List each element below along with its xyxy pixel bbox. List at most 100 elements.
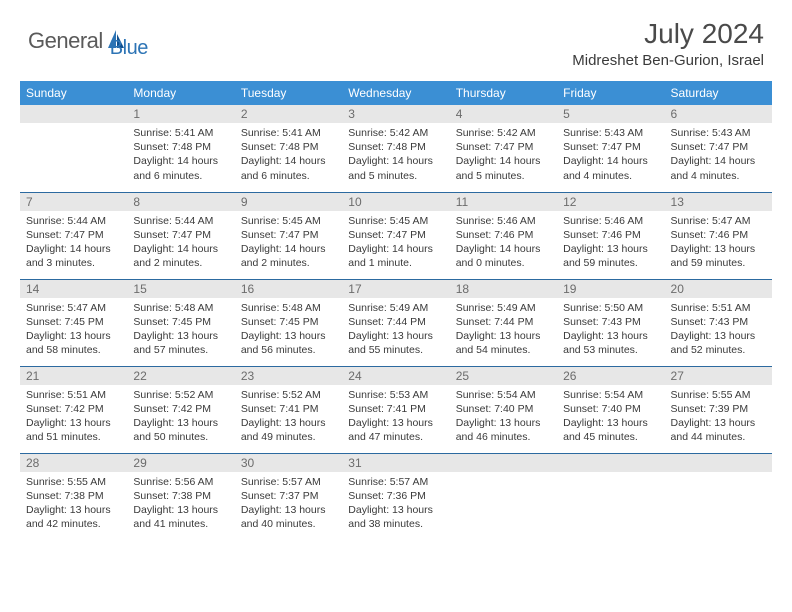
day-number: 5: [557, 105, 664, 123]
day-cell: 8Sunrise: 5:44 AMSunset: 7:47 PMDaylight…: [127, 192, 234, 279]
weekday-header: Sunday: [20, 81, 127, 105]
weekday-header: Thursday: [450, 81, 557, 105]
day-details: Sunrise: 5:45 AMSunset: 7:47 PMDaylight:…: [342, 211, 449, 273]
day-details: Sunrise: 5:41 AMSunset: 7:48 PMDaylight:…: [235, 123, 342, 185]
day-number: 28: [20, 454, 127, 472]
day-cell: [557, 453, 664, 540]
day-details: Sunrise: 5:56 AMSunset: 7:38 PMDaylight:…: [127, 472, 234, 534]
day-cell: 25Sunrise: 5:54 AMSunset: 7:40 PMDayligh…: [450, 366, 557, 453]
day-number: [450, 454, 557, 472]
day-number: 16: [235, 280, 342, 298]
day-cell: 5Sunrise: 5:43 AMSunset: 7:47 PMDaylight…: [557, 105, 664, 192]
day-cell: 29Sunrise: 5:56 AMSunset: 7:38 PMDayligh…: [127, 453, 234, 540]
day-details: Sunrise: 5:52 AMSunset: 7:42 PMDaylight:…: [127, 385, 234, 447]
day-number: 7: [20, 193, 127, 211]
day-details: Sunrise: 5:44 AMSunset: 7:47 PMDaylight:…: [20, 211, 127, 273]
day-number: 31: [342, 454, 449, 472]
day-details: Sunrise: 5:53 AMSunset: 7:41 PMDaylight:…: [342, 385, 449, 447]
day-details: Sunrise: 5:51 AMSunset: 7:42 PMDaylight:…: [20, 385, 127, 447]
day-number: 2: [235, 105, 342, 123]
day-cell: 18Sunrise: 5:49 AMSunset: 7:44 PMDayligh…: [450, 279, 557, 366]
day-number: 23: [235, 367, 342, 385]
day-details: Sunrise: 5:52 AMSunset: 7:41 PMDaylight:…: [235, 385, 342, 447]
day-number: 6: [665, 105, 772, 123]
day-number: 27: [665, 367, 772, 385]
day-details: Sunrise: 5:48 AMSunset: 7:45 PMDaylight:…: [127, 298, 234, 360]
day-cell: 20Sunrise: 5:51 AMSunset: 7:43 PMDayligh…: [665, 279, 772, 366]
day-details: Sunrise: 5:46 AMSunset: 7:46 PMDaylight:…: [450, 211, 557, 273]
day-cell: 10Sunrise: 5:45 AMSunset: 7:47 PMDayligh…: [342, 192, 449, 279]
calendar-week-row: 21Sunrise: 5:51 AMSunset: 7:42 PMDayligh…: [20, 366, 772, 453]
day-details: Sunrise: 5:41 AMSunset: 7:48 PMDaylight:…: [127, 123, 234, 185]
calendar-page: General Blue July 2024 Midreshet Ben-Gur…: [0, 0, 792, 560]
weekday-header: Monday: [127, 81, 234, 105]
weekday-header: Friday: [557, 81, 664, 105]
day-number: [557, 454, 664, 472]
day-cell: [665, 453, 772, 540]
month-title: July 2024: [572, 18, 764, 50]
day-number: [665, 454, 772, 472]
day-details: Sunrise: 5:57 AMSunset: 7:36 PMDaylight:…: [342, 472, 449, 534]
day-cell: 28Sunrise: 5:55 AMSunset: 7:38 PMDayligh…: [20, 453, 127, 540]
day-details: Sunrise: 5:47 AMSunset: 7:46 PMDaylight:…: [665, 211, 772, 273]
day-details: Sunrise: 5:51 AMSunset: 7:43 PMDaylight:…: [665, 298, 772, 360]
day-cell: 21Sunrise: 5:51 AMSunset: 7:42 PMDayligh…: [20, 366, 127, 453]
title-block: July 2024 Midreshet Ben-Gurion, Israel: [572, 18, 764, 69]
day-number: 30: [235, 454, 342, 472]
day-cell: 22Sunrise: 5:52 AMSunset: 7:42 PMDayligh…: [127, 366, 234, 453]
day-number: 4: [450, 105, 557, 123]
day-number: 26: [557, 367, 664, 385]
day-number: 29: [127, 454, 234, 472]
day-number: 18: [450, 280, 557, 298]
day-details: Sunrise: 5:42 AMSunset: 7:48 PMDaylight:…: [342, 123, 449, 185]
brand-name-2: Blue: [110, 38, 148, 58]
day-cell: 23Sunrise: 5:52 AMSunset: 7:41 PMDayligh…: [235, 366, 342, 453]
day-number: 14: [20, 280, 127, 298]
brand-logo: General Blue: [28, 24, 148, 58]
brand-name-1: General: [28, 28, 103, 54]
day-cell: 6Sunrise: 5:43 AMSunset: 7:47 PMDaylight…: [665, 105, 772, 192]
day-cell: 17Sunrise: 5:49 AMSunset: 7:44 PMDayligh…: [342, 279, 449, 366]
day-cell: 13Sunrise: 5:47 AMSunset: 7:46 PMDayligh…: [665, 192, 772, 279]
page-header: General Blue July 2024 Midreshet Ben-Gur…: [20, 18, 772, 69]
day-details: Sunrise: 5:46 AMSunset: 7:46 PMDaylight:…: [557, 211, 664, 273]
day-number: 3: [342, 105, 449, 123]
day-number: 9: [235, 193, 342, 211]
weekday-header-row: Sunday Monday Tuesday Wednesday Thursday…: [20, 81, 772, 105]
day-cell: 11Sunrise: 5:46 AMSunset: 7:46 PMDayligh…: [450, 192, 557, 279]
day-cell: 24Sunrise: 5:53 AMSunset: 7:41 PMDayligh…: [342, 366, 449, 453]
day-details: Sunrise: 5:42 AMSunset: 7:47 PMDaylight:…: [450, 123, 557, 185]
day-details: Sunrise: 5:54 AMSunset: 7:40 PMDaylight:…: [557, 385, 664, 447]
day-details: Sunrise: 5:49 AMSunset: 7:44 PMDaylight:…: [342, 298, 449, 360]
day-cell: 30Sunrise: 5:57 AMSunset: 7:37 PMDayligh…: [235, 453, 342, 540]
calendar-week-row: 14Sunrise: 5:47 AMSunset: 7:45 PMDayligh…: [20, 279, 772, 366]
calendar-week-row: 7Sunrise: 5:44 AMSunset: 7:47 PMDaylight…: [20, 192, 772, 279]
day-cell: 2Sunrise: 5:41 AMSunset: 7:48 PMDaylight…: [235, 105, 342, 192]
day-details: Sunrise: 5:48 AMSunset: 7:45 PMDaylight:…: [235, 298, 342, 360]
day-details: Sunrise: 5:43 AMSunset: 7:47 PMDaylight:…: [557, 123, 664, 185]
day-number: 25: [450, 367, 557, 385]
day-number: 13: [665, 193, 772, 211]
day-number: 10: [342, 193, 449, 211]
day-number: 21: [20, 367, 127, 385]
calendar-week-row: 28Sunrise: 5:55 AMSunset: 7:38 PMDayligh…: [20, 453, 772, 540]
location-label: Midreshet Ben-Gurion, Israel: [572, 52, 764, 69]
day-number: [20, 105, 127, 123]
day-cell: 3Sunrise: 5:42 AMSunset: 7:48 PMDaylight…: [342, 105, 449, 192]
day-details: Sunrise: 5:57 AMSunset: 7:37 PMDaylight:…: [235, 472, 342, 534]
day-cell: 26Sunrise: 5:54 AMSunset: 7:40 PMDayligh…: [557, 366, 664, 453]
day-number: 17: [342, 280, 449, 298]
day-cell: 19Sunrise: 5:50 AMSunset: 7:43 PMDayligh…: [557, 279, 664, 366]
day-cell: 31Sunrise: 5:57 AMSunset: 7:36 PMDayligh…: [342, 453, 449, 540]
day-details: Sunrise: 5:45 AMSunset: 7:47 PMDaylight:…: [235, 211, 342, 273]
day-number: 1: [127, 105, 234, 123]
day-details: Sunrise: 5:55 AMSunset: 7:39 PMDaylight:…: [665, 385, 772, 447]
day-number: 19: [557, 280, 664, 298]
day-number: 11: [450, 193, 557, 211]
calendar-week-row: 1Sunrise: 5:41 AMSunset: 7:48 PMDaylight…: [20, 105, 772, 192]
day-cell: [20, 105, 127, 192]
day-cell: 4Sunrise: 5:42 AMSunset: 7:47 PMDaylight…: [450, 105, 557, 192]
day-details: Sunrise: 5:47 AMSunset: 7:45 PMDaylight:…: [20, 298, 127, 360]
calendar-table: Sunday Monday Tuesday Wednesday Thursday…: [20, 81, 772, 540]
day-cell: 9Sunrise: 5:45 AMSunset: 7:47 PMDaylight…: [235, 192, 342, 279]
